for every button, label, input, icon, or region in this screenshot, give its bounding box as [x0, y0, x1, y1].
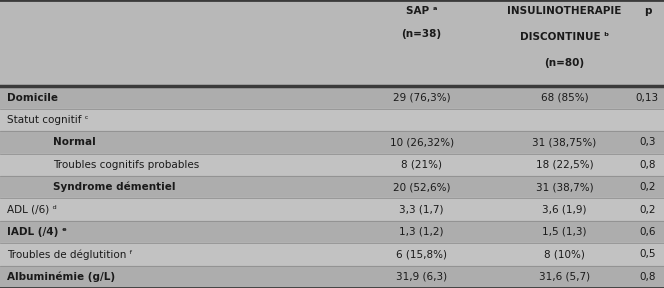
Text: 8 (10%): 8 (10%) [544, 249, 585, 259]
Bar [0, 221, 664, 243]
Text: IADL (/4) ᵉ: IADL (/4) ᵉ [7, 227, 66, 237]
Text: Syndrome démentiel: Syndrome démentiel [53, 182, 175, 192]
Text: 0,2: 0,2 [639, 204, 655, 215]
Text: 8 (21%): 8 (21%) [401, 160, 442, 170]
Text: ADL (/6) ᵈ: ADL (/6) ᵈ [7, 204, 56, 215]
Text: 0,8: 0,8 [639, 272, 655, 282]
Text: 1,3 (1,2): 1,3 (1,2) [399, 227, 444, 237]
Text: 0,5: 0,5 [639, 249, 655, 259]
Text: INSULINOTHERAPIE: INSULINOTHERAPIE [507, 6, 622, 16]
Text: 31 (38,7%): 31 (38,7%) [536, 182, 593, 192]
Text: Albuminémie (g/L): Albuminémie (g/L) [7, 272, 115, 282]
Bar [0, 198, 664, 221]
Text: (n=80): (n=80) [544, 58, 584, 68]
Text: Normal: Normal [53, 137, 96, 147]
Text: Troubles cognitifs probables: Troubles cognitifs probables [53, 160, 199, 170]
Text: p: p [643, 6, 651, 16]
Text: 1,5 (1,3): 1,5 (1,3) [542, 227, 587, 237]
Bar [0, 0, 664, 86]
Bar [0, 131, 664, 154]
Text: Domicile: Domicile [7, 93, 58, 103]
Bar [0, 86, 664, 109]
Bar [0, 109, 664, 131]
Text: 18 (22,5%): 18 (22,5%) [536, 160, 593, 170]
Text: (n=38): (n=38) [402, 29, 442, 39]
Bar [0, 154, 664, 176]
Bar [0, 266, 664, 288]
Text: DISCONTINUE ᵇ: DISCONTINUE ᵇ [520, 32, 609, 42]
Text: 0,13: 0,13 [636, 93, 659, 103]
Text: Statut cognitif ᶜ: Statut cognitif ᶜ [7, 115, 88, 125]
Text: 0,6: 0,6 [639, 227, 655, 237]
Text: 0,2: 0,2 [639, 182, 655, 192]
Text: 31,9 (6,3): 31,9 (6,3) [396, 272, 447, 282]
Text: 20 (52,6%): 20 (52,6%) [393, 182, 450, 192]
Text: 3,6 (1,9): 3,6 (1,9) [542, 204, 587, 215]
Text: 31,6 (5,7): 31,6 (5,7) [539, 272, 590, 282]
Text: 0,3: 0,3 [639, 137, 655, 147]
Text: 29 (76,3%): 29 (76,3%) [393, 93, 450, 103]
Text: 68 (85%): 68 (85%) [540, 93, 588, 103]
Bar [0, 243, 664, 266]
Text: 10 (26,32%): 10 (26,32%) [390, 137, 454, 147]
Text: SAP ᵃ: SAP ᵃ [406, 6, 438, 16]
Text: 3,3 (1,7): 3,3 (1,7) [399, 204, 444, 215]
Bar [0, 176, 664, 198]
Text: Troubles de déglutition ᶠ: Troubles de déglutition ᶠ [7, 249, 132, 260]
Text: 6 (15,8%): 6 (15,8%) [396, 249, 447, 259]
Text: 0,8: 0,8 [639, 160, 655, 170]
Text: 31 (38,75%): 31 (38,75%) [533, 137, 596, 147]
